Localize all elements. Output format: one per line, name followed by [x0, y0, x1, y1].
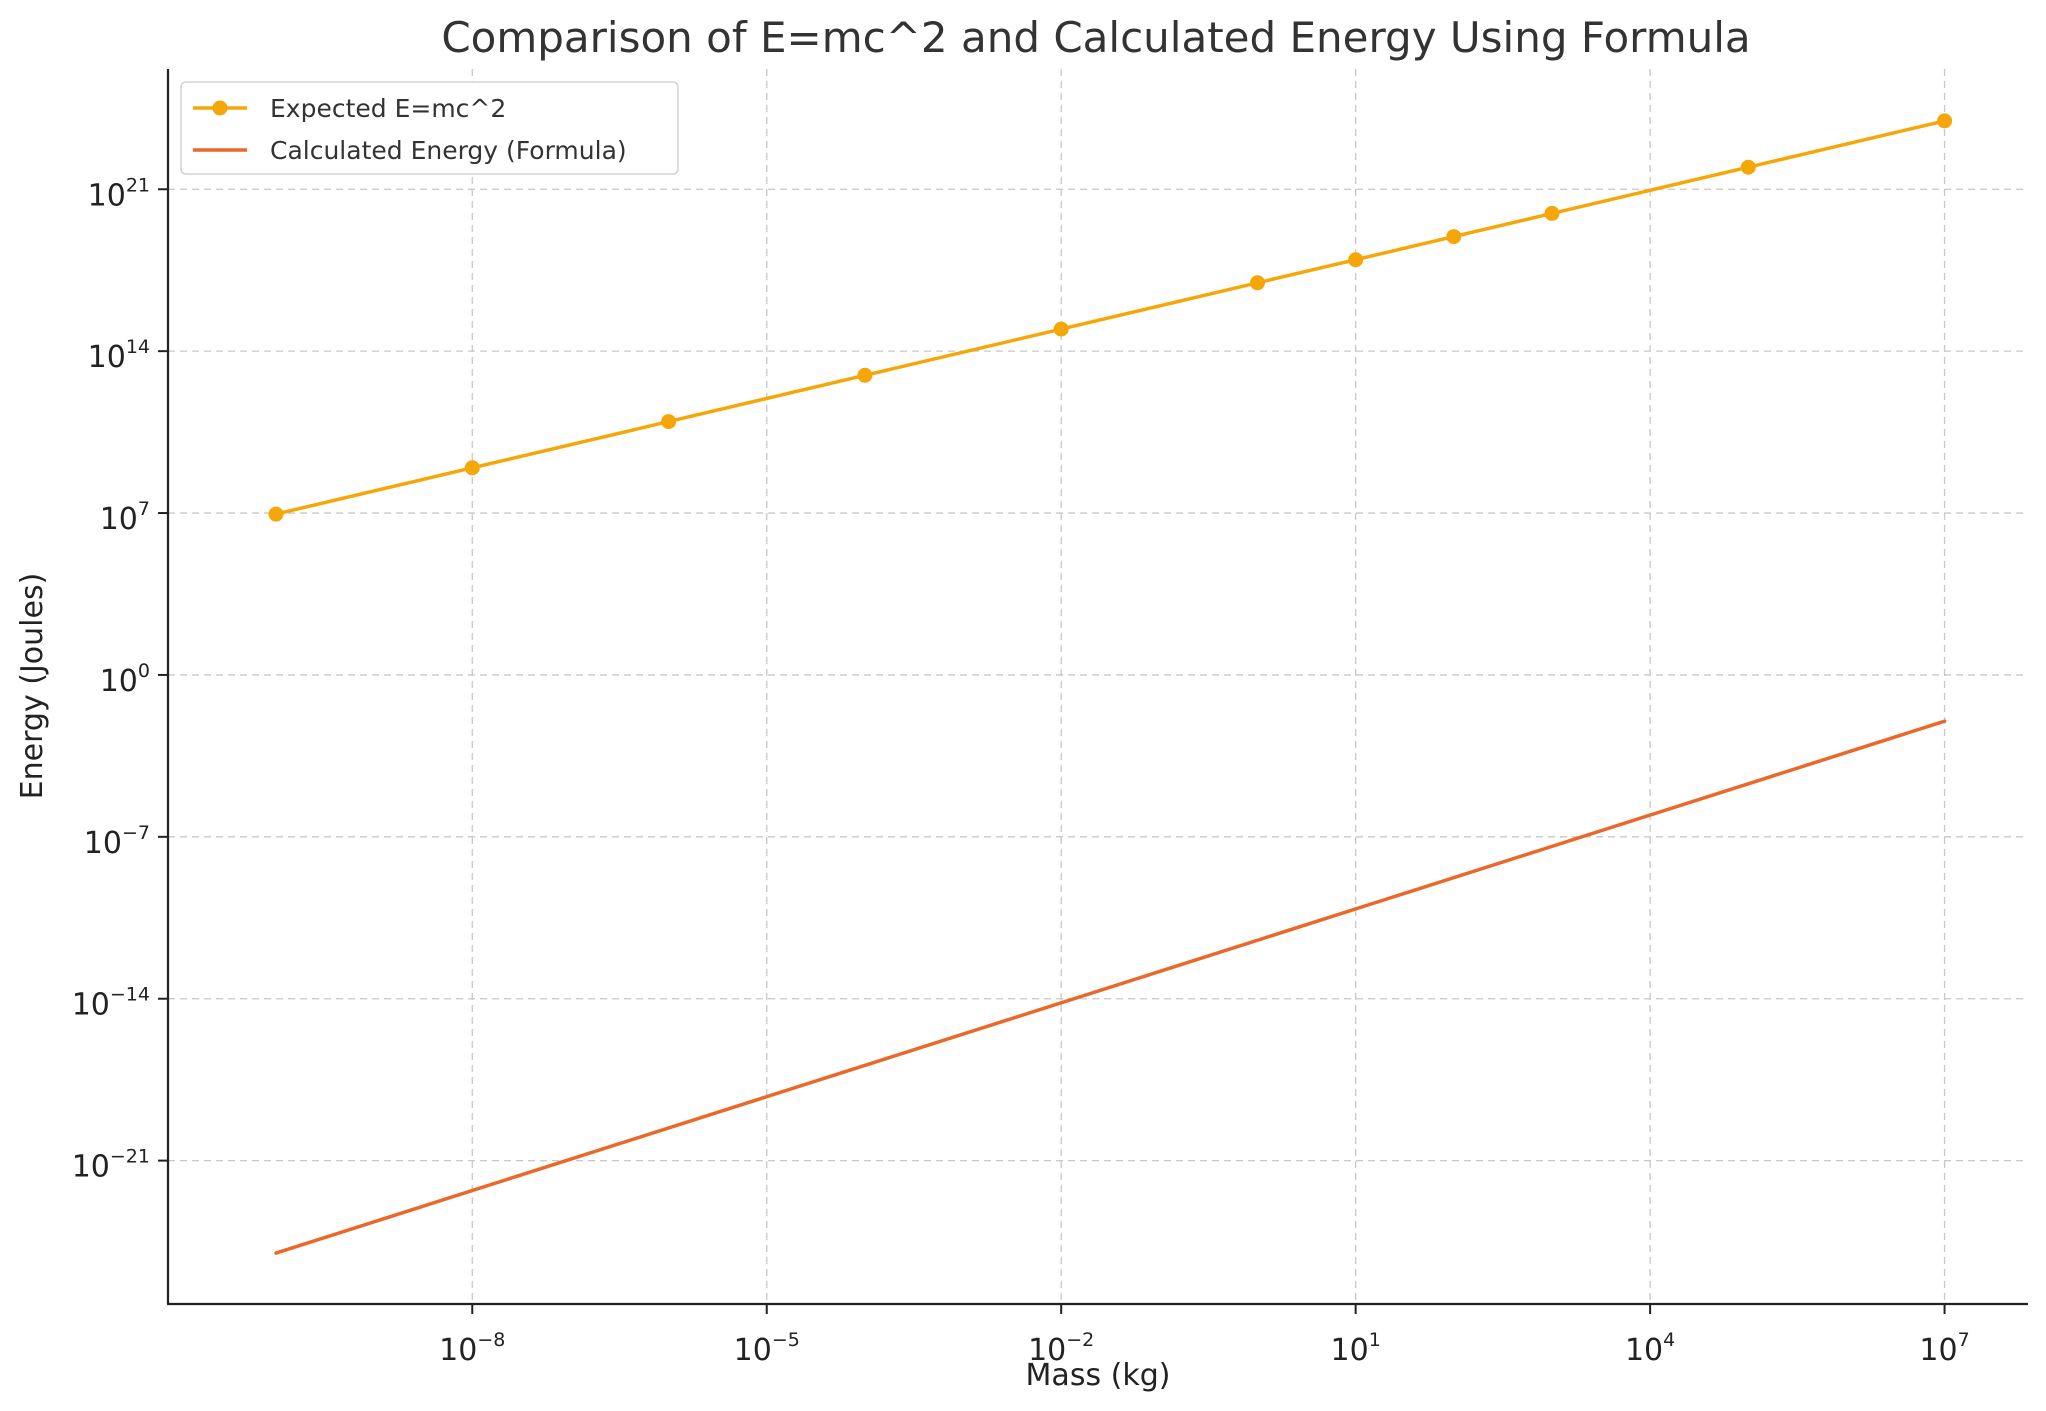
y-tick-label: 10−14 — [72, 984, 150, 1023]
data-point — [1446, 229, 1462, 245]
legend-label-calculated: Calculated Energy (Formula) — [270, 136, 627, 165]
y-tick-label: 1021 — [88, 174, 150, 213]
legend: Expected E=mc^2 Calculated Energy (Formu… — [180, 81, 679, 175]
legend-label-expected: Expected E=mc^2 — [270, 94, 506, 123]
data-point — [1937, 113, 1953, 129]
series-line-1 — [274, 719, 1947, 1255]
data-point — [1740, 159, 1756, 175]
x-tick-label: 101 — [1331, 1329, 1381, 1368]
y-tick-label: 10−21 — [72, 1146, 150, 1185]
legend-marker-expected — [212, 100, 228, 116]
y-axis-label: Energy (Joules) — [15, 573, 50, 800]
x-tick-label: 10−2 — [1028, 1329, 1094, 1368]
data-point — [1348, 252, 1364, 268]
data-point — [1053, 321, 1069, 337]
x-axis-ticks: 10−8 10−5 10−2 101 104 107 — [439, 1304, 1970, 1368]
data-point — [1544, 205, 1560, 221]
x-tick-label: 107 — [1919, 1329, 1969, 1368]
data-point — [661, 414, 677, 430]
grid-lines — [168, 69, 2028, 1304]
x-tick-label: 10−5 — [734, 1329, 800, 1368]
y-tick-label: 107 — [100, 498, 150, 537]
data-point — [464, 460, 480, 476]
y-tick-label: 1014 — [88, 336, 150, 375]
x-tick-label: 104 — [1625, 1329, 1675, 1368]
y-tick-label: 100 — [100, 660, 150, 699]
chart-title: Comparison of E=mc^2 and Calculated Ener… — [441, 13, 1750, 62]
plot-series — [268, 113, 1953, 1255]
legend-box — [180, 81, 679, 175]
data-point — [1250, 275, 1265, 291]
y-tick-label: 10−7 — [84, 822, 150, 861]
data-point — [857, 367, 873, 383]
series-line-0 — [274, 119, 1947, 516]
y-axis-ticks: 10−21 10−14 10−7 100 107 1014 1021 — [72, 174, 168, 1185]
x-tick-label: 10−8 — [439, 1329, 505, 1368]
data-point — [268, 506, 284, 522]
x-axis-label: Mass (kg) — [1026, 1358, 1171, 1393]
